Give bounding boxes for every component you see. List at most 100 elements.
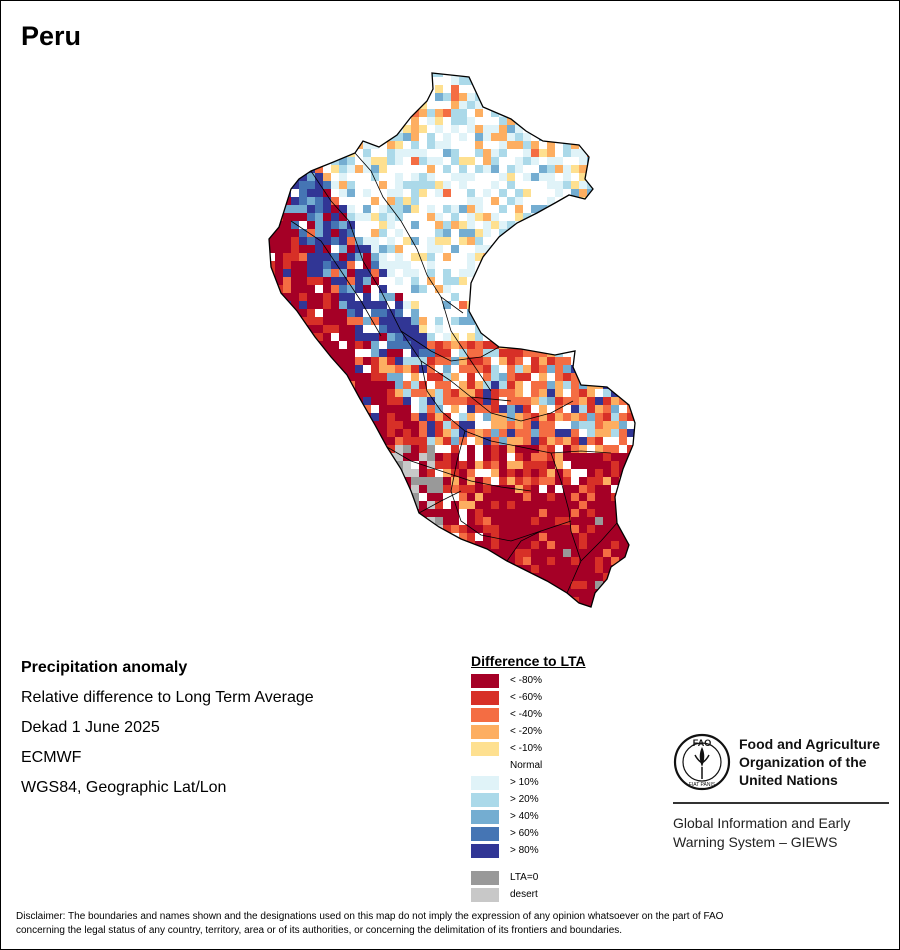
grid-cell — [371, 213, 379, 221]
grid-cell — [363, 221, 371, 229]
grid-cell — [347, 213, 355, 221]
grid-cell — [419, 477, 427, 485]
grid-cell — [603, 485, 611, 493]
grid-cell — [451, 421, 459, 429]
grid-cell — [563, 181, 571, 189]
grid-cell — [491, 189, 499, 197]
grid-cell — [555, 429, 563, 437]
grid-cell — [371, 157, 379, 165]
grid-cell — [347, 237, 355, 245]
grid-cell — [475, 365, 483, 373]
grid-cell — [371, 397, 379, 405]
grid-cell — [603, 501, 611, 509]
grid-cell — [451, 357, 459, 365]
grid-cell — [403, 453, 411, 461]
grid-cell — [555, 149, 563, 157]
grid-cell — [339, 205, 347, 213]
grid-cell — [427, 237, 435, 245]
grid-cell — [323, 269, 331, 277]
grid-cell — [371, 405, 379, 413]
grid-cell — [507, 197, 515, 205]
grid-cell — [315, 165, 323, 173]
legend-item: < -80% — [471, 673, 651, 690]
grid-cell — [283, 261, 291, 269]
grid-cell — [483, 245, 491, 253]
grid-cell — [547, 517, 555, 525]
grid-cell — [571, 533, 579, 541]
grid-cell — [355, 325, 363, 333]
grid-cell — [499, 541, 507, 549]
grid-cell — [459, 189, 467, 197]
grid-cell — [491, 541, 499, 549]
grid-cell — [395, 381, 403, 389]
grid-cell — [307, 205, 315, 213]
legend-item: > 20% — [471, 792, 651, 809]
grid-cell — [475, 157, 483, 165]
grid-cell — [451, 517, 459, 525]
grid-cell — [355, 157, 363, 165]
grid-cell — [275, 269, 283, 277]
grid-cell — [291, 253, 299, 261]
grid-cell — [395, 141, 403, 149]
grid-cell — [483, 157, 491, 165]
grid-cell — [427, 469, 435, 477]
grid-cell — [499, 429, 507, 437]
grid-cell — [307, 317, 315, 325]
grid-cell — [547, 197, 555, 205]
info-line-projection: WGS84, Geographic Lat/Lon — [21, 779, 227, 796]
grid-cell — [387, 405, 395, 413]
grid-cell — [403, 205, 411, 213]
grid-cell — [387, 205, 395, 213]
grid-cell — [451, 285, 459, 293]
grid-cell — [427, 109, 435, 117]
grid-cell — [603, 437, 611, 445]
grid-cell — [395, 301, 403, 309]
grid-cell — [547, 533, 555, 541]
grid-cell — [427, 285, 435, 293]
grid-cell — [451, 365, 459, 373]
grid-cell — [395, 237, 403, 245]
grid-cell — [491, 445, 499, 453]
grid-cell — [339, 341, 347, 349]
grid-cell — [547, 549, 555, 557]
grid-cell — [619, 533, 627, 541]
grid-cell — [419, 237, 427, 245]
grid-cell — [435, 413, 443, 421]
grid-cell — [403, 181, 411, 189]
grid-cell — [307, 197, 315, 205]
grid-cell — [387, 389, 395, 397]
grid-cell — [523, 453, 531, 461]
grid-cell — [507, 221, 515, 229]
info-heading: Precipitation anomaly — [21, 659, 188, 676]
grid-cell — [475, 349, 483, 357]
grid-cell — [443, 109, 451, 117]
grid-cell — [275, 245, 283, 253]
grid-cell — [435, 517, 443, 525]
grid-cell — [451, 229, 459, 237]
grid-cell — [435, 165, 443, 173]
grid-cell — [483, 429, 491, 437]
grid-cell — [475, 149, 483, 157]
grid-cell — [531, 405, 539, 413]
grid-cell — [347, 309, 355, 317]
grid-cell — [483, 469, 491, 477]
grid-cell — [595, 573, 603, 581]
grid-cell — [427, 501, 435, 509]
grid-cell — [411, 189, 419, 197]
giews-line2: Warning System – GIEWS — [673, 834, 838, 850]
grid-cell — [379, 285, 387, 293]
grid-cell — [491, 509, 499, 517]
grid-cell — [499, 221, 507, 229]
grid-cell — [443, 133, 451, 141]
grid-cell — [427, 493, 435, 501]
grid-cell — [443, 237, 451, 245]
grid-cell — [427, 293, 435, 301]
grid-cell — [467, 85, 475, 93]
grid-cell — [379, 389, 387, 397]
grid-cell — [451, 293, 459, 301]
grid-cell — [363, 245, 371, 253]
grid-cell — [547, 381, 555, 389]
grid-cell — [579, 173, 587, 181]
grid-cell — [307, 181, 315, 189]
grid-cell — [347, 181, 355, 189]
